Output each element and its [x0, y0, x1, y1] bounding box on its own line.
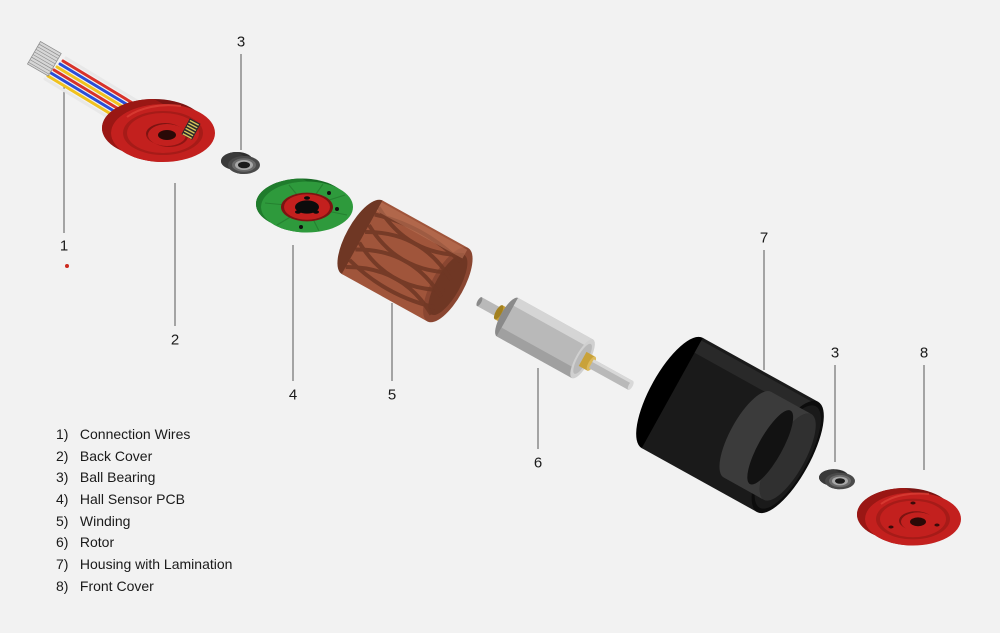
legend-num: 2)	[56, 446, 76, 468]
legend-label: Rotor	[80, 534, 114, 550]
legend-row-5: 5) Winding	[56, 511, 232, 533]
legend-row-7: 7) Housing with Lamination	[56, 554, 232, 576]
callout-3b: 3	[831, 345, 839, 362]
legend: 1) Connection Wires 2) Back Cover 3) Bal…	[56, 424, 232, 598]
legend-row-2: 2) Back Cover	[56, 446, 232, 468]
callout-5: 5	[388, 387, 396, 404]
callout-4: 4	[289, 387, 297, 404]
legend-num: 5)	[56, 511, 76, 533]
legend-num: 1)	[56, 424, 76, 446]
part-front-cover	[857, 488, 961, 546]
part-back-cover	[102, 99, 215, 162]
legend-row-3: 3) Ball Bearing	[56, 467, 232, 489]
legend-label: Winding	[80, 513, 131, 529]
legend-num: 6)	[56, 532, 76, 554]
legend-row-6: 6) Rotor	[56, 532, 232, 554]
legend-label: Housing with Lamination	[80, 556, 233, 572]
callout-3: 3	[237, 34, 245, 51]
legend-label: Front Cover	[80, 578, 154, 594]
callout-7: 7	[760, 230, 768, 247]
diagram-stage: 1 2 3 4 5 6 7 3 8 1) Connection Wires 2)…	[0, 0, 1000, 633]
part-ball-bearing-rear	[221, 152, 260, 174]
part-ball-bearing-front	[819, 469, 855, 489]
legend-row-8: 8) Front Cover	[56, 576, 232, 598]
callout-1: 1	[60, 238, 68, 255]
part-housing	[622, 327, 837, 523]
callout-2: 2	[171, 332, 179, 349]
legend-row-4: 4) Hall Sensor PCB	[56, 489, 232, 511]
part-hall-sensor-pcb	[256, 179, 353, 233]
legend-num: 7)	[56, 554, 76, 576]
legend-label: Back Cover	[80, 448, 152, 464]
legend-label: Ball Bearing	[80, 469, 156, 485]
legend-label: Hall Sensor PCB	[80, 491, 185, 507]
callout-8: 8	[920, 345, 928, 362]
legend-label: Connection Wires	[80, 426, 191, 442]
legend-num: 3)	[56, 467, 76, 489]
part-rotor	[467, 281, 643, 405]
callout-6: 6	[534, 455, 542, 472]
stray-red-dot	[65, 264, 69, 268]
legend-num: 4)	[56, 489, 76, 511]
legend-num: 8)	[56, 576, 76, 598]
legend-row-1: 1) Connection Wires	[56, 424, 232, 446]
